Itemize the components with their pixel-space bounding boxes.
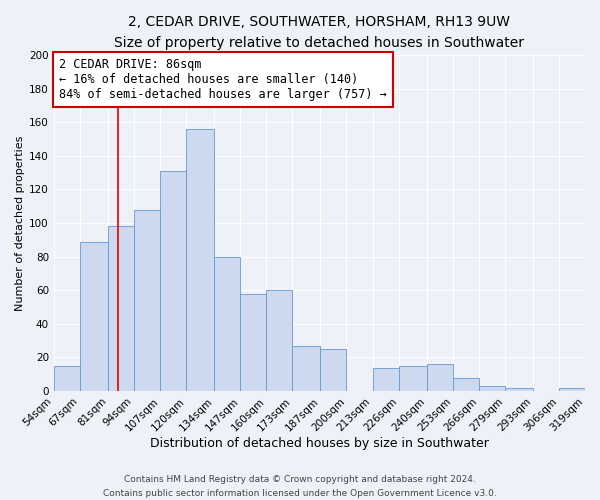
Bar xyxy=(240,294,266,391)
Bar xyxy=(186,129,214,391)
Bar xyxy=(505,388,533,391)
Bar xyxy=(134,210,160,391)
Bar xyxy=(398,366,427,391)
Title: 2, CEDAR DRIVE, SOUTHWATER, HORSHAM, RH13 9UW
Size of property relative to detac: 2, CEDAR DRIVE, SOUTHWATER, HORSHAM, RH1… xyxy=(115,15,524,50)
Text: 2 CEDAR DRIVE: 86sqm
← 16% of detached houses are smaller (140)
84% of semi-deta: 2 CEDAR DRIVE: 86sqm ← 16% of detached h… xyxy=(59,58,387,102)
Bar xyxy=(54,366,80,391)
Bar xyxy=(452,378,479,391)
Text: Contains HM Land Registry data © Crown copyright and database right 2024.
Contai: Contains HM Land Registry data © Crown c… xyxy=(103,476,497,498)
Bar xyxy=(479,386,505,391)
Bar xyxy=(559,388,585,391)
Bar xyxy=(214,256,240,391)
Bar xyxy=(80,242,108,391)
Bar xyxy=(320,349,346,391)
Y-axis label: Number of detached properties: Number of detached properties xyxy=(15,136,25,310)
Bar xyxy=(427,364,452,391)
Bar xyxy=(160,171,186,391)
Bar xyxy=(373,368,398,391)
Bar xyxy=(292,346,320,391)
Bar xyxy=(108,226,134,391)
Bar xyxy=(266,290,292,391)
X-axis label: Distribution of detached houses by size in Southwater: Distribution of detached houses by size … xyxy=(150,437,489,450)
